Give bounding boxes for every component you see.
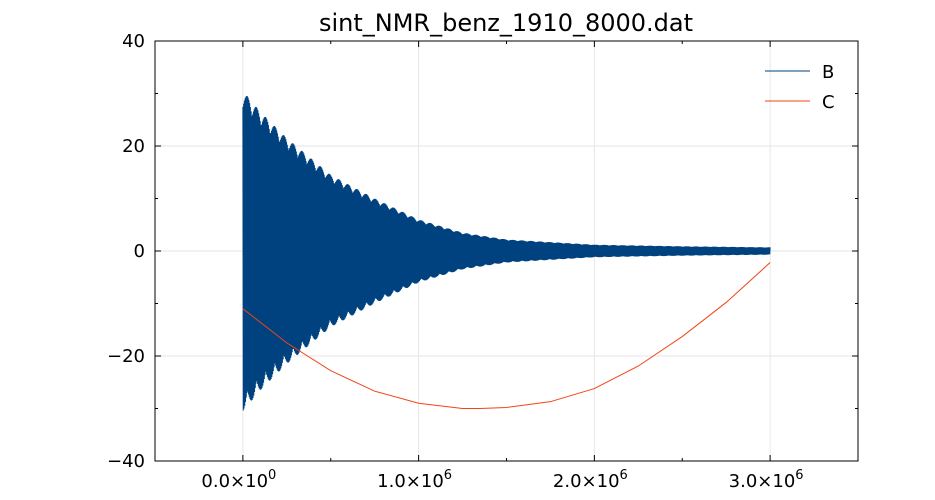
y-tick-label: 40 xyxy=(122,31,145,52)
x-tick-mantissa: 0.0×10 xyxy=(201,471,268,492)
y-tick-label: 20 xyxy=(122,136,145,157)
y-tick-label: 0 xyxy=(134,241,145,262)
series-layer xyxy=(242,95,771,411)
x-tick-mantissa: 1.0×10 xyxy=(377,471,444,492)
series-b-line xyxy=(242,95,771,411)
x-tick-label: 3.0×106 xyxy=(729,468,804,492)
x-tick-label: 1.0×106 xyxy=(377,468,452,492)
x-tick-mantissa: 2.0×10 xyxy=(553,471,620,492)
x-tick-mantissa: 3.0×10 xyxy=(729,471,796,492)
x-tick-label: 0.0×100 xyxy=(201,468,276,492)
series-c-line xyxy=(242,262,771,409)
chart-title: sint_NMR_benz_1910_8000.dat xyxy=(319,9,693,37)
x-tick-exponent: 6 xyxy=(795,468,803,483)
y-tick-label: −40 xyxy=(107,451,145,472)
legend-label-b: B xyxy=(822,62,834,83)
legend: BC xyxy=(765,62,835,113)
x-tick-exponent: 0 xyxy=(268,468,276,483)
x-tick-exponent: 6 xyxy=(444,468,452,483)
y-tick-label: −20 xyxy=(107,346,145,367)
x-tick-exponent: 6 xyxy=(620,468,628,483)
x-tick-label: 2.0×106 xyxy=(553,468,628,492)
legend-label-c: C xyxy=(822,92,835,113)
